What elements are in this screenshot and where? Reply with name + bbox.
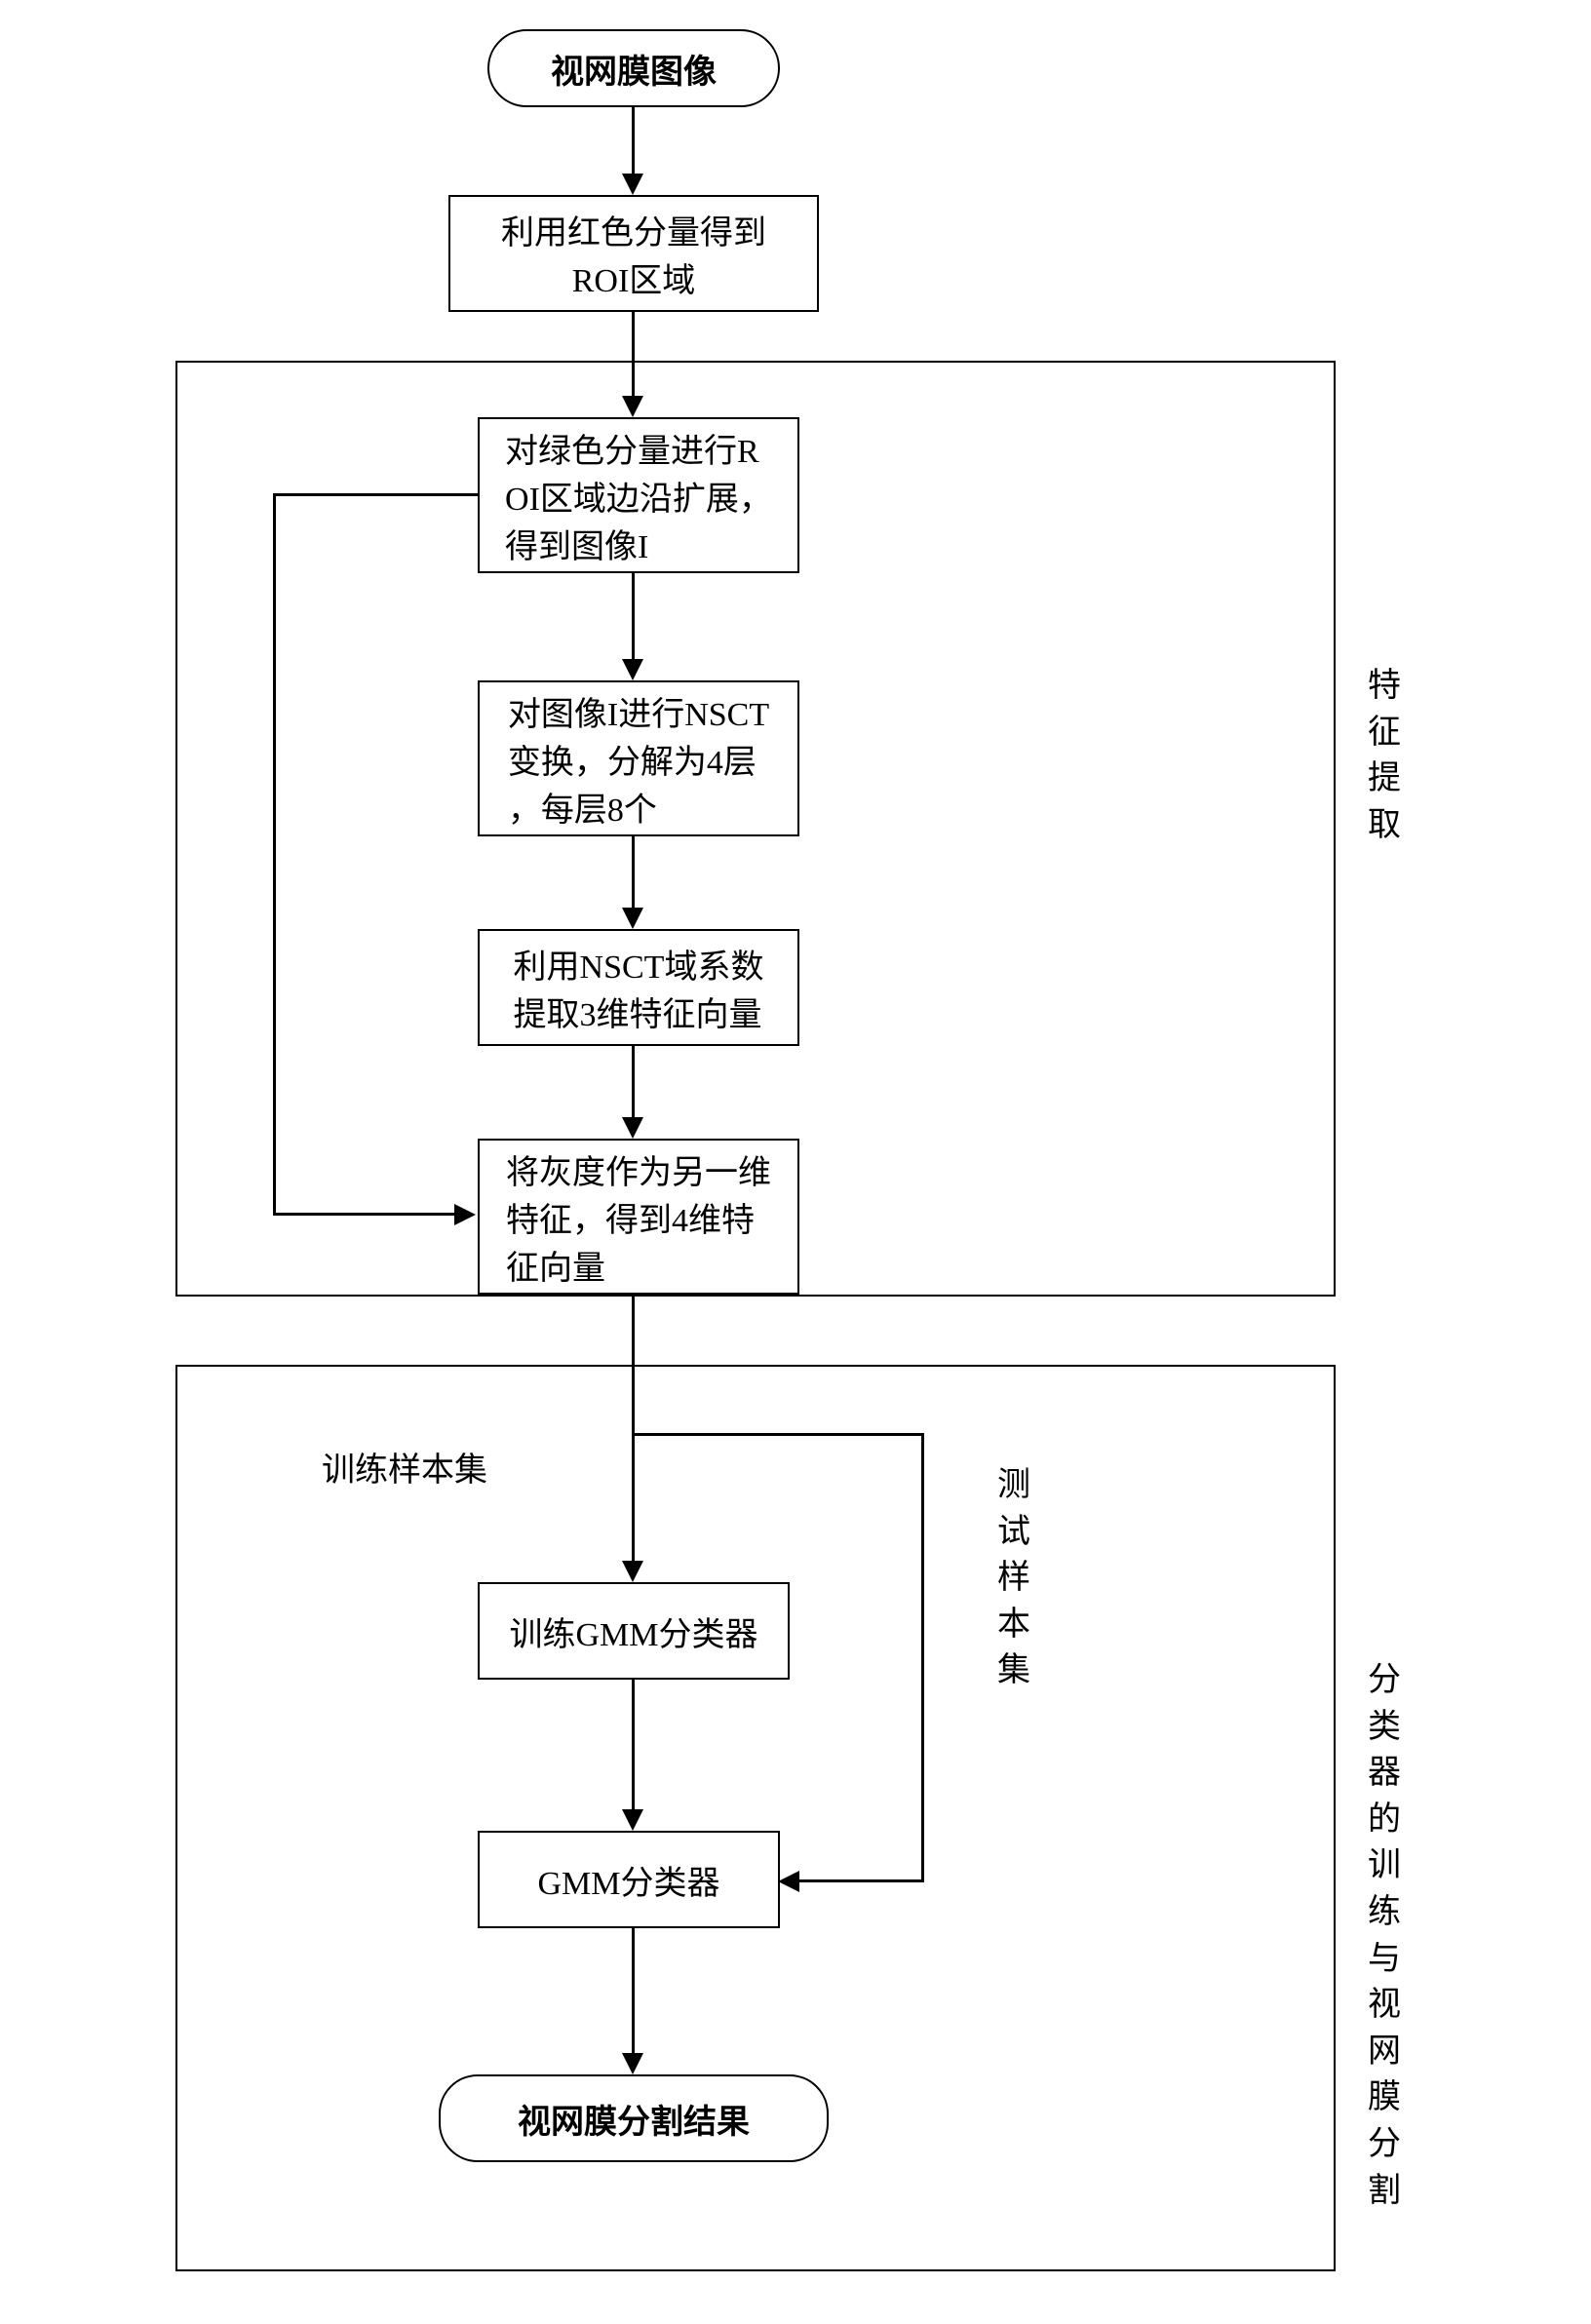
node-end-label: 视网膜分割结果 [518, 2095, 750, 2143]
loop-head [454, 1204, 476, 1225]
node-train-label: 训练GMM分类器 [509, 1607, 757, 1655]
loop-h1 [273, 493, 478, 496]
node-train: 训练GMM分类器 [478, 1582, 790, 1680]
arrow-3 [632, 573, 635, 661]
node-step4: 将灰度作为另一维 特征，得到4维特 征向量 [478, 1139, 799, 1295]
section1-label-text: 特征提取 [1368, 668, 1401, 843]
section1-label: 特征提取 [1365, 663, 1404, 848]
node-gmm: GMM分类器 [478, 1831, 780, 1928]
arrow-1-head [622, 174, 643, 195]
branch-head [778, 1871, 799, 1892]
loop-v [273, 493, 276, 1215]
train-set-label: 训练样本集 [322, 1443, 487, 1491]
arrow-5-head [622, 1117, 643, 1139]
test-set-label-text: 测试样本集 [997, 1467, 1030, 1688]
node-step1-label: 对绿色分量进行R OI区域边沿扩展， 得到图像I [505, 424, 772, 567]
branch-v [921, 1433, 924, 1881]
arrow-4 [632, 836, 635, 910]
node-start: 视网膜图像 [487, 29, 780, 107]
node-step4-label: 将灰度作为另一维 特征，得到4维特 征向量 [506, 1145, 771, 1289]
node-gmm-label: GMM分类器 [537, 1856, 719, 1904]
node-step3-label: 利用NSCT域系数 提取3维特征向量 [514, 940, 764, 1035]
arrow-8 [632, 1928, 635, 2055]
node-roi-label: 利用红色分量得到 ROI区域 [501, 206, 766, 301]
arrow-8-head [622, 2053, 643, 2074]
branch-h [632, 1433, 924, 1436]
node-step2: 对图像I进行NSCT 变换，分解为4层 ，每层8个 [478, 680, 799, 836]
node-step3: 利用NSCT域系数 提取3维特征向量 [478, 929, 799, 1046]
arrow-3-head [622, 659, 643, 680]
arrow-7-head [622, 1809, 643, 1831]
loop-h2 [273, 1213, 456, 1216]
node-start-label: 视网膜图像 [551, 45, 717, 93]
section2-label: 分类器的训练与视网膜分割 [1365, 1657, 1404, 2214]
node-end: 视网膜分割结果 [439, 2074, 829, 2162]
arrow-7 [632, 1680, 635, 1811]
arrow-1 [632, 107, 635, 175]
arrow-5 [632, 1046, 635, 1119]
node-step1: 对绿色分量进行R OI区域边沿扩展， 得到图像I [478, 417, 799, 573]
node-roi: 利用红色分量得到 ROI区域 [448, 195, 819, 312]
section2-label-text: 分类器的训练与视网膜分割 [1368, 1662, 1401, 2209]
train-set-label-text: 训练样本集 [322, 1452, 487, 1489]
arrow-4-head [622, 908, 643, 929]
node-step2-label: 对图像I进行NSCT 变换，分解为4层 ，每层8个 [508, 687, 769, 831]
test-set-label: 测试样本集 [994, 1462, 1033, 1694]
branch-h2 [799, 1879, 924, 1882]
